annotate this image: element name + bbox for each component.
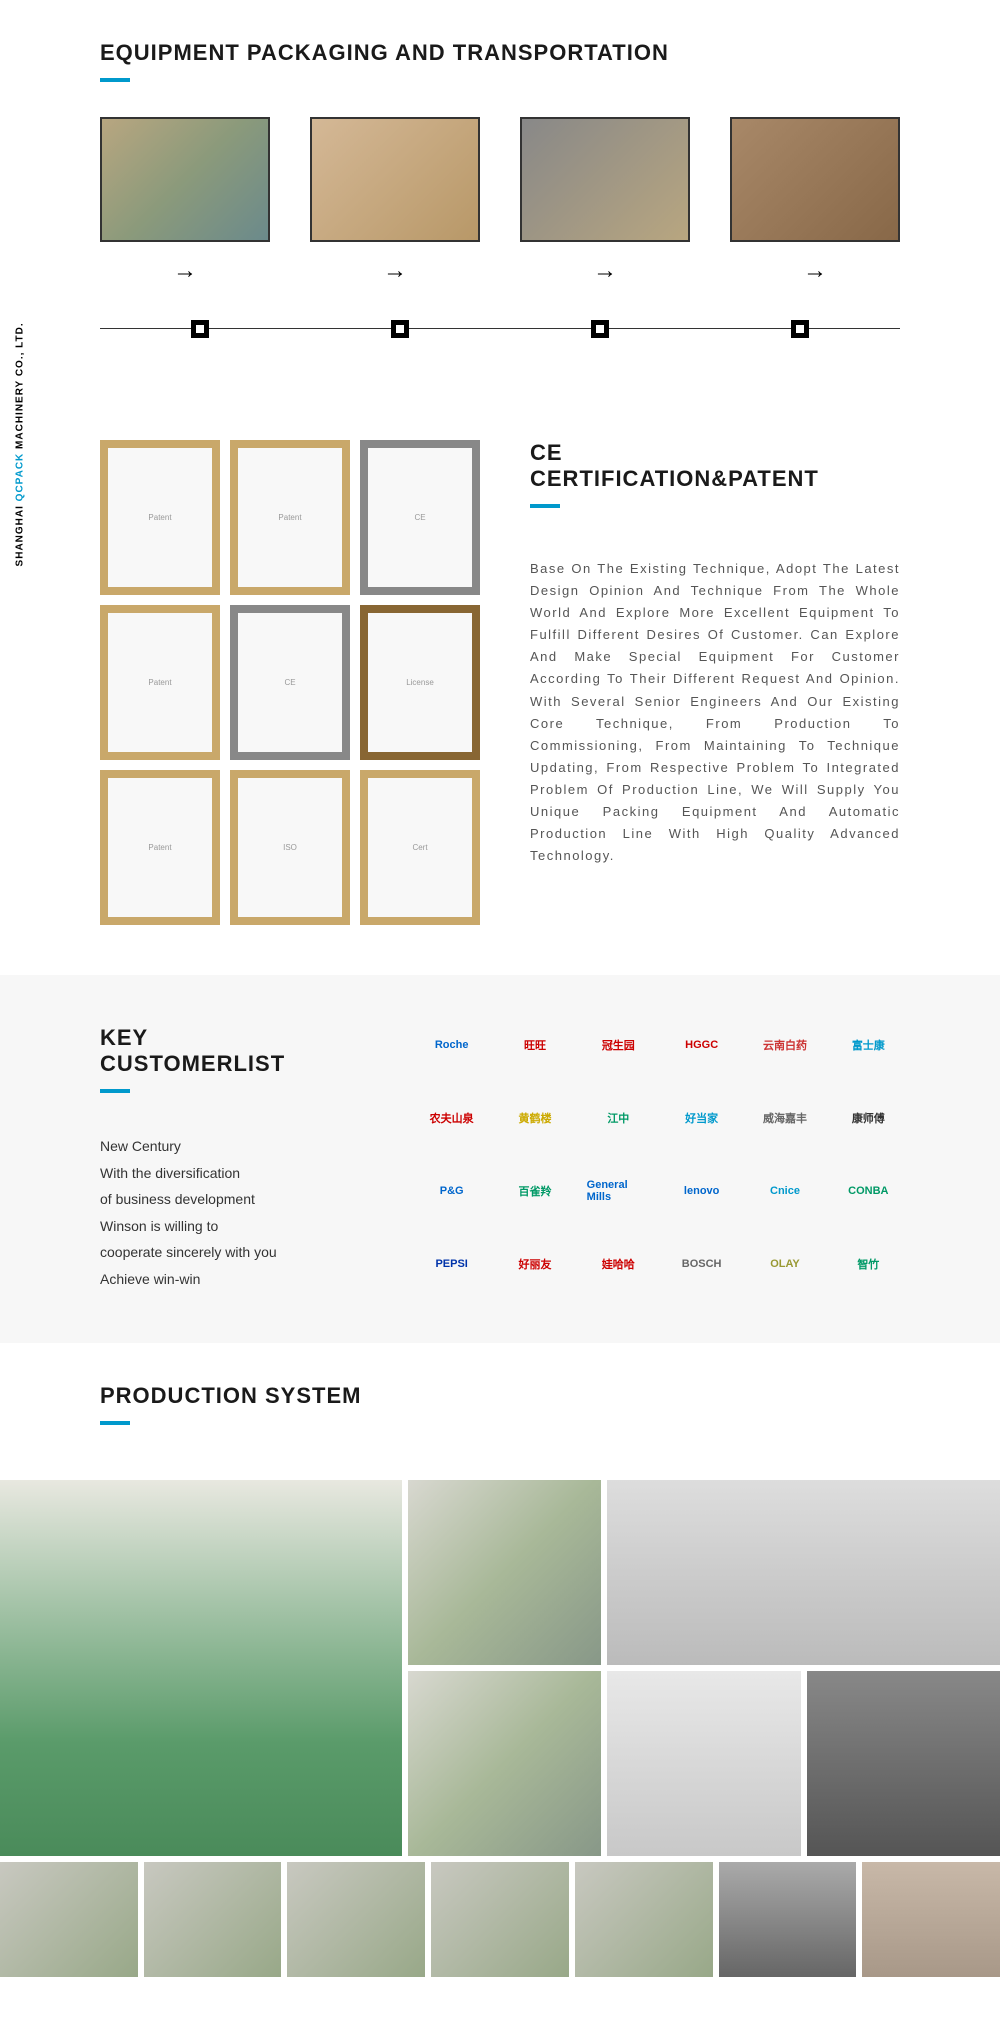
- customer-logo: 康师傅: [837, 1098, 900, 1138]
- arrow-icon: →: [520, 257, 690, 285]
- timeline: [100, 310, 900, 350]
- customer-logo: BOSCH: [670, 1244, 733, 1284]
- customer-logo: OLAY: [753, 1244, 816, 1284]
- customer-logo: 云南白药: [753, 1025, 816, 1065]
- customer-logo: P&G: [420, 1171, 483, 1211]
- cert-image: Patent: [230, 440, 350, 595]
- cert-image: Patent: [100, 605, 220, 760]
- production-section: PRODUCTION SYSTEM: [0, 1343, 1000, 1445]
- cert-image: Patent: [100, 440, 220, 595]
- brand-prefix: SHANGHAI: [15, 501, 26, 566]
- title-underline: [100, 78, 130, 82]
- arrow-icon: →: [730, 257, 900, 285]
- customer-logo: 冠生园: [587, 1025, 650, 1065]
- square-dot-icon: [791, 320, 809, 338]
- customer-logo: 富士康: [837, 1025, 900, 1065]
- customer-logo: 好丽友: [503, 1244, 566, 1284]
- customer-line: Achieve win-win: [100, 1266, 360, 1293]
- customer-logo: 农夫山泉: [420, 1098, 483, 1138]
- vertical-brand-label: SHANGHAI QCPACK MACHINERY CO., LTD.: [15, 322, 26, 566]
- production-image-small: [0, 1862, 138, 1977]
- customer-logo: Roche: [420, 1025, 483, 1065]
- title-underline: [100, 1089, 130, 1093]
- production-title: PRODUCTION SYSTEM: [100, 1383, 900, 1409]
- customer-logo: CONBA: [837, 1171, 900, 1211]
- title-underline: [100, 1421, 130, 1425]
- customer-logo: Cnice: [753, 1171, 816, 1211]
- production-image-large: [0, 1480, 402, 1856]
- customer-line: With the diversification: [100, 1160, 360, 1187]
- title-underline: [530, 504, 560, 508]
- customer-logo: 旺旺: [503, 1025, 566, 1065]
- pack-item: →: [100, 117, 270, 295]
- timeline-dots: [100, 310, 900, 338]
- cert-grid: Patent Patent CE Patent CE License Paten…: [100, 440, 480, 925]
- cert-image: Patent: [100, 770, 220, 925]
- cert-image: CE: [360, 440, 480, 595]
- production-image-small: [431, 1862, 569, 1977]
- production-image: [607, 1480, 1000, 1665]
- production-row-small: [0, 1862, 1000, 1977]
- cert-image: ISO: [230, 770, 350, 925]
- customer-logo: 威海嘉丰: [753, 1098, 816, 1138]
- customer-line: Winson is willing to: [100, 1213, 360, 1240]
- logo-grid: Roche 旺旺冠生园 HGGC 云南白药富士康农夫山泉黄鹤楼江中好当家威海嘉丰康师傅…: [420, 1025, 900, 1293]
- customer-logo: 百雀羚: [503, 1171, 566, 1211]
- pack-item: →: [310, 117, 480, 295]
- square-dot-icon: [191, 320, 209, 338]
- production-grid: [0, 1480, 1000, 1856]
- production-image-small: [862, 1862, 1000, 1977]
- customer-line: of business development: [100, 1186, 360, 1213]
- production-image: [807, 1671, 1000, 1856]
- brand-suffix: MACHINERY CO., LTD.: [15, 322, 26, 452]
- customer-logo: 智竹: [837, 1244, 900, 1284]
- pack-image-4: [730, 117, 900, 242]
- pack-item: →: [520, 117, 690, 295]
- production-image: [607, 1671, 800, 1856]
- packaging-title: EQUIPMENT PACKAGING AND TRANSPORTATION: [100, 40, 900, 66]
- cert-image: Cert: [360, 770, 480, 925]
- customer-logo: 娃哈哈: [587, 1244, 650, 1284]
- customer-logo: PEPSI: [420, 1244, 483, 1284]
- arrow-icon: →: [310, 257, 480, 285]
- customer-body: New Century With the diversification of …: [100, 1133, 360, 1293]
- production-image: [408, 1480, 601, 1665]
- square-dot-icon: [591, 320, 609, 338]
- brand-name: QCPACK: [15, 452, 26, 501]
- customer-line: New Century: [100, 1133, 360, 1160]
- ce-text-block: CE CERTIFICATION&PATENT Base On The Exis…: [530, 440, 900, 925]
- cert-image: CE: [230, 605, 350, 760]
- production-image-small: [575, 1862, 713, 1977]
- customer-title-1: KEY: [100, 1025, 360, 1051]
- pack-image-2: [310, 117, 480, 242]
- ce-title-1: CE: [530, 440, 900, 466]
- square-dot-icon: [391, 320, 409, 338]
- ce-section: SHANGHAI QCPACK MACHINERY CO., LTD. Pate…: [0, 390, 1000, 975]
- customer-logo: 好当家: [670, 1098, 733, 1138]
- customer-line: cooperate sincerely with you: [100, 1239, 360, 1266]
- production-image-small: [144, 1862, 282, 1977]
- pack-image-1: [100, 117, 270, 242]
- ce-body-text: Base On The Existing Technique, Adopt Th…: [530, 558, 900, 867]
- pack-image-3: [520, 117, 690, 242]
- customer-left: KEY CUSTOMERLIST New Century With the di…: [100, 1025, 360, 1293]
- production-image-small: [719, 1862, 857, 1977]
- customer-logo: HGGC: [670, 1025, 733, 1065]
- customer-title-2: CUSTOMERLIST: [100, 1051, 360, 1077]
- packaging-section: EQUIPMENT PACKAGING AND TRANSPORTATION →…: [0, 0, 1000, 390]
- production-image: [408, 1671, 601, 1856]
- production-image-small: [287, 1862, 425, 1977]
- ce-title-2: CERTIFICATION&PATENT: [530, 466, 900, 492]
- pack-item: →: [730, 117, 900, 295]
- customer-logo: lenovo: [670, 1171, 733, 1211]
- customer-logo: 江中: [587, 1098, 650, 1138]
- customer-section: KEY CUSTOMERLIST New Century With the di…: [0, 975, 1000, 1343]
- cert-image: License: [360, 605, 480, 760]
- customer-logo: 黄鹤楼: [503, 1098, 566, 1138]
- packaging-row: → → → →: [100, 117, 900, 295]
- customer-logo: General Mills: [587, 1171, 650, 1211]
- arrow-icon: →: [100, 257, 270, 285]
